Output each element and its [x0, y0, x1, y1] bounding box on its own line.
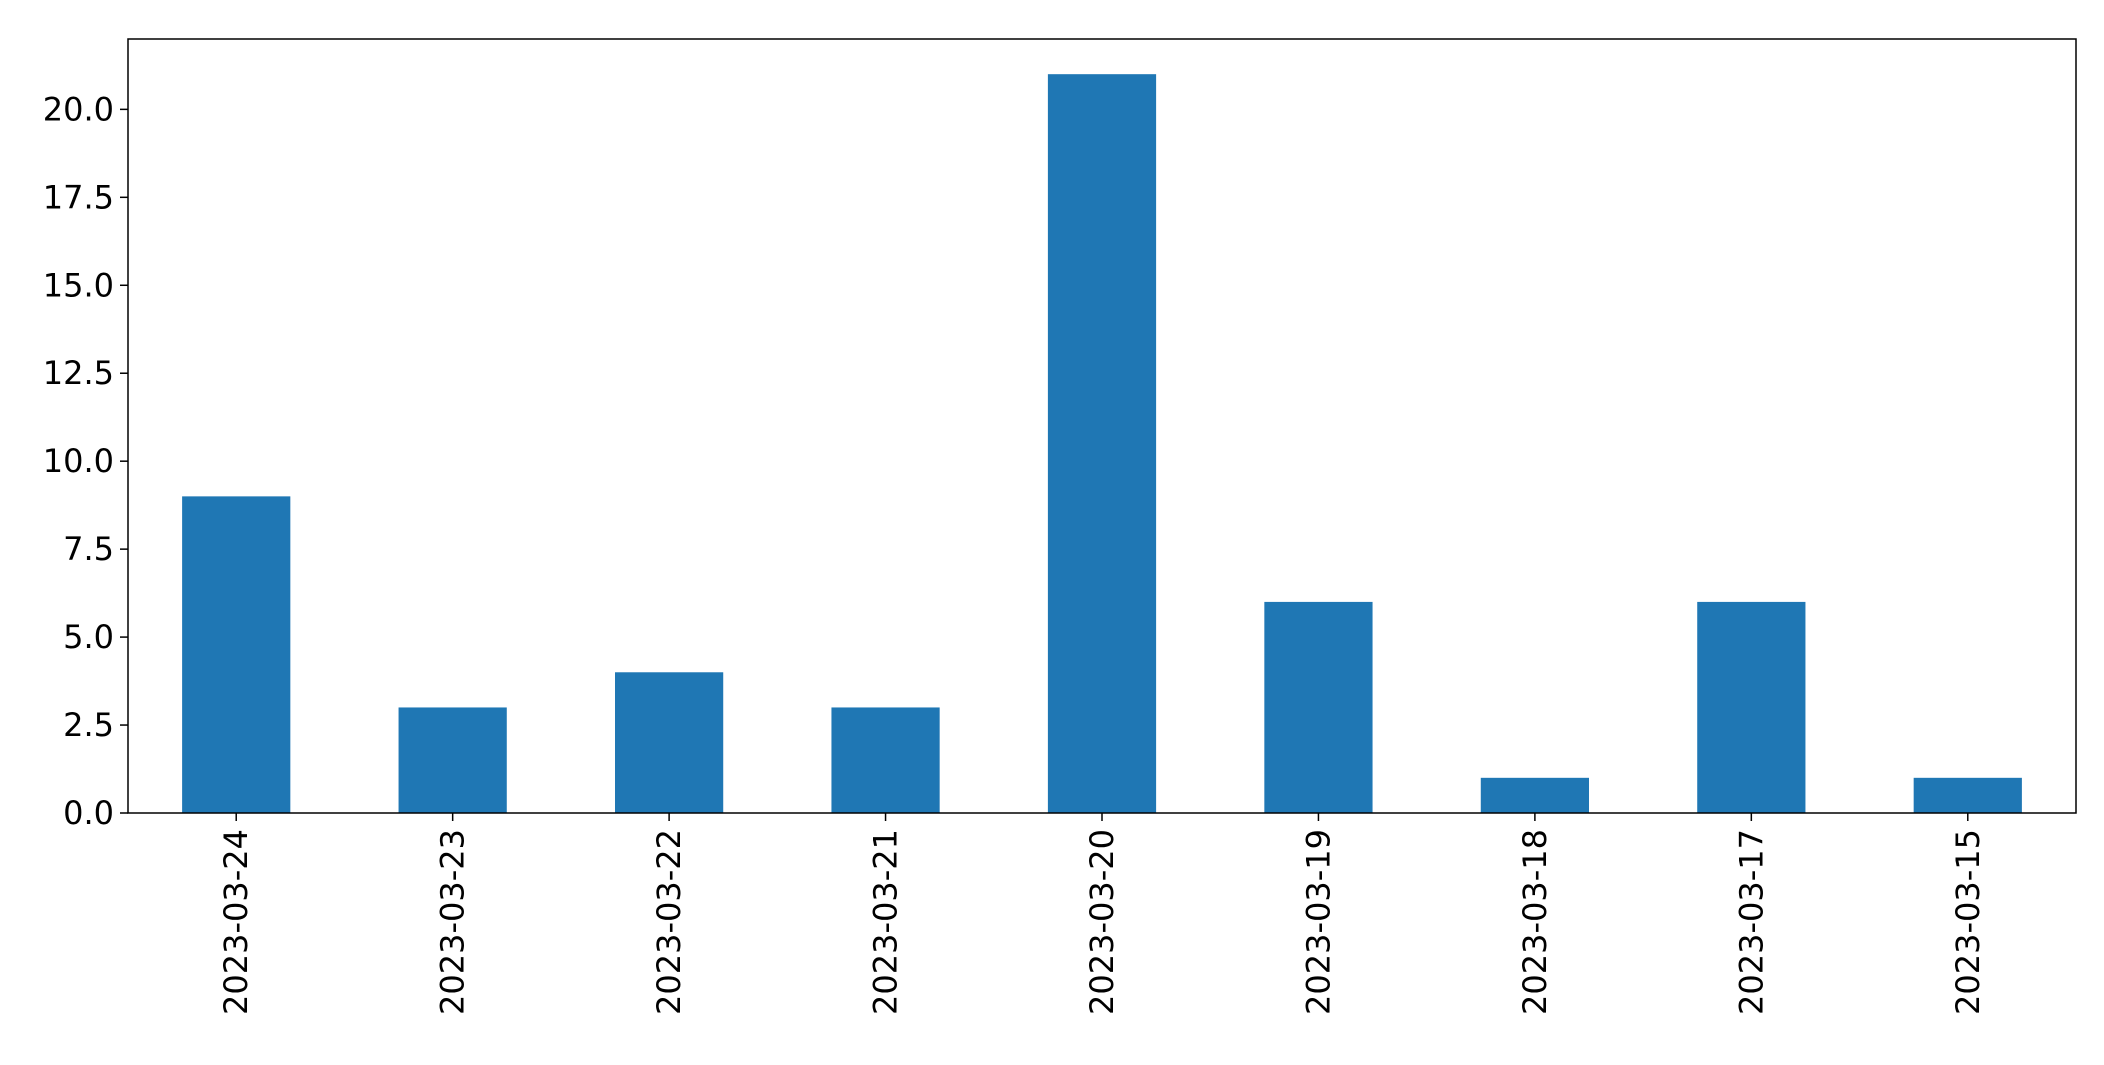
- bar-2023-03-23: [398, 707, 507, 813]
- bar-2023-03-24: [182, 496, 291, 813]
- y-tick-label: 0.0: [63, 794, 114, 832]
- y-tick-label: 17.5: [43, 178, 114, 216]
- y-axis: 0.0 2.5 5.0 7.5 10.0 12.5 15.0 17.5 20.0: [43, 90, 128, 832]
- x-tick-label: 2023-03-22: [650, 829, 688, 1015]
- x-tick-label: 2023-03-23: [434, 829, 472, 1015]
- bar-2023-03-22: [615, 672, 724, 813]
- y-tick-label: 12.5: [43, 354, 114, 392]
- x-tick-label: 2023-03-15: [1949, 829, 1987, 1015]
- x-tick-label: 2023-03-20: [1083, 829, 1121, 1015]
- y-tick-label: 10.0: [43, 442, 114, 480]
- bars-layer: [182, 74, 2022, 813]
- bar-2023-03-21: [831, 707, 940, 813]
- bar-2023-03-20: [1047, 74, 1157, 813]
- y-tick-label: 2.5: [63, 706, 114, 744]
- x-tick-label: 2023-03-17: [1732, 829, 1770, 1015]
- x-tick-label: 2023-03-19: [1299, 829, 1337, 1015]
- x-tick-label: 2023-03-24: [217, 829, 255, 1015]
- plot-frame: [127, 38, 2077, 814]
- x-axis: 2023-03-24 2023-03-23 2023-03-22 2023-03-21…: [217, 813, 1987, 1015]
- bar-2023-03-18: [1480, 777, 1589, 813]
- x-tick-label: 2023-03-21: [867, 829, 905, 1015]
- y-tick-label: 7.5: [63, 530, 114, 568]
- bar-2023-03-15: [1913, 777, 2022, 813]
- x-tick-label: 2023-03-18: [1516, 829, 1554, 1015]
- y-tick-label: 15.0: [43, 266, 114, 304]
- y-tick-label: 5.0: [63, 618, 114, 656]
- y-tick-label: 20.0: [43, 90, 114, 128]
- bar-2023-03-19: [1264, 601, 1373, 813]
- bar-2023-03-17: [1697, 601, 1806, 813]
